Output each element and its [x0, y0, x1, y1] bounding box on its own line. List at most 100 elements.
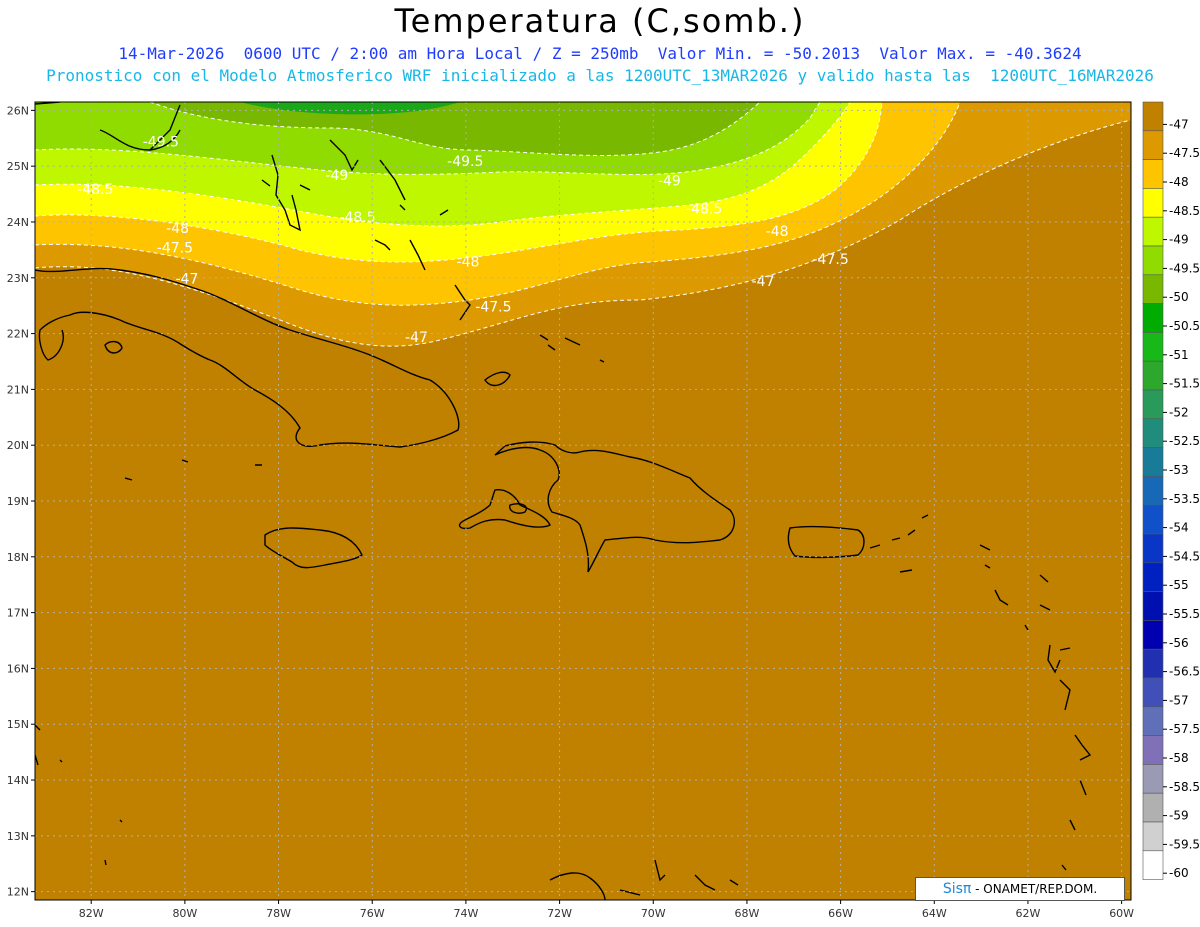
- lat-tick-label: 18N: [7, 551, 29, 564]
- contour-label: -49: [658, 174, 681, 190]
- colorbar-cell: [1142, 504, 1164, 535]
- colorbar-label: -53.5: [1169, 492, 1200, 506]
- lat-tick-label: 17N: [7, 607, 29, 620]
- colorbar-cell: [1142, 792, 1164, 823]
- colorbar-cell: [1142, 533, 1164, 564]
- lon-tick-label: 78W: [266, 907, 291, 920]
- lat-tick-label: 22N: [7, 328, 29, 341]
- lon-tick-label: 70W: [641, 907, 666, 920]
- lat-tick-label: 15N: [7, 718, 29, 731]
- colorbar-label: -57.5: [1169, 722, 1200, 736]
- contour-label: -47: [752, 274, 775, 290]
- contour-labels: -49.5 -49 -49.5 -49 -48.5 -48.5 -48.5 -48 -48 -47…: [77, 135, 849, 346]
- contour-label: -47.5: [157, 241, 193, 257]
- colorbar-cell: [1142, 648, 1164, 679]
- colorbar-label: -58: [1169, 751, 1189, 765]
- lat-tick-label: 21N: [7, 383, 29, 396]
- coastlines: [35, 102, 1092, 900]
- colorbar-label: -58.5: [1169, 780, 1200, 794]
- lat-tick-label: 25N: [7, 160, 29, 173]
- colorbar: -47 -47.5 -48 -48.5 -49 -49.5 -50 -50.5 -51 -51.5…: [1142, 101, 1200, 880]
- band-47-5-spot: [872, 204, 882, 212]
- longitude-axis: 82W 80W 78W 76W 74W 72W 70W 68W 66W 64W 62W 60W: [79, 900, 1134, 920]
- credit-box: Sisπ - ONAMET/REP.DOM.: [915, 877, 1125, 901]
- contour-label: -48: [166, 221, 189, 237]
- colorbar-label: -59.5: [1169, 837, 1200, 851]
- colorbar-label: -51: [1169, 348, 1189, 362]
- colorbar-cell: [1142, 245, 1164, 276]
- lat-tick-label: 20N: [7, 439, 29, 452]
- sispi-logo: Sisπ: [942, 881, 972, 897]
- colorbar-label: -52: [1169, 405, 1189, 419]
- credit-text: - ONAMET/REP.DOM.: [971, 882, 1098, 896]
- colorbar-cell: [1142, 447, 1164, 477]
- lon-tick-label: 62W: [1016, 907, 1041, 920]
- contour-label: -49: [325, 168, 348, 184]
- contour-label: -47: [405, 330, 428, 346]
- colorbar-label: -47: [1169, 117, 1189, 131]
- colorbar-label: -59: [1169, 809, 1189, 823]
- contour-label: -47.5: [475, 299, 511, 315]
- lat-tick-label: 24N: [7, 216, 29, 229]
- grid: [35, 102, 1131, 900]
- colorbar-label: -48.5: [1169, 204, 1200, 218]
- colorbar-cell: [1142, 562, 1164, 592]
- contour-label: -48.5: [686, 202, 722, 218]
- lon-tick-label: 80W: [172, 907, 197, 920]
- lon-tick-label: 60W: [1109, 907, 1134, 920]
- contour-label: -48: [766, 224, 789, 240]
- band-50: [150, 102, 760, 156]
- contour-label: -48.5: [339, 210, 375, 226]
- lat-tick-label: 26N: [7, 104, 29, 117]
- colorbar-label: -55.5: [1169, 607, 1200, 621]
- colorbar-label: -54.5: [1169, 549, 1200, 563]
- lat-tick-label: 13N: [7, 830, 29, 843]
- contour-label: -49.5: [143, 135, 179, 151]
- lon-tick-label: 82W: [79, 907, 104, 920]
- band-50-5: [240, 102, 460, 115]
- contour-label: -47.5: [813, 252, 849, 268]
- lon-tick-label: 72W: [547, 907, 572, 920]
- contour-label: -49.5: [447, 154, 483, 170]
- colorbar-label: -54: [1169, 521, 1189, 535]
- colorbar-cell: [1142, 101, 1164, 132]
- lon-tick-label: 64W: [922, 907, 947, 920]
- colorbar-cell: [1142, 735, 1164, 765]
- colorbar-cell: [1142, 620, 1164, 650]
- lat-tick-label: 12N: [7, 886, 29, 899]
- colorbar-label: -53: [1169, 463, 1189, 477]
- colorbar-label: -50: [1169, 290, 1189, 304]
- colorbar-cell: [1142, 332, 1164, 362]
- colorbar-cell: [1142, 476, 1164, 506]
- colorbar-cell: [1142, 303, 1164, 333]
- map-title: Temperatura (C,somb.): [394, 2, 806, 40]
- colorbar-cell: [1142, 418, 1164, 448]
- colorbar-label: -60: [1169, 866, 1189, 880]
- colorbar-cell: [1142, 677, 1164, 708]
- colorbar-cell: [1142, 216, 1164, 247]
- colorbar-cell: [1142, 159, 1164, 189]
- lat-tick-label: 14N: [7, 774, 29, 787]
- colorbar-label: -49: [1169, 233, 1189, 247]
- lat-tick-label: 16N: [7, 662, 29, 675]
- contour-label: -48.5: [77, 182, 113, 198]
- colorbar-cell: [1142, 389, 1164, 420]
- contour-label: -48: [457, 255, 480, 271]
- contour-lines: [35, 102, 1131, 347]
- colorbar-label: -57: [1169, 693, 1189, 707]
- colorbar-cell: [1142, 274, 1164, 304]
- latitude-axis: 26N 25N 24N 23N 22N 21N 20N 19N 18N 17N 16N 15N 14N 1…: [7, 104, 35, 899]
- colorbar-label: -47.5: [1169, 146, 1200, 160]
- colorbar-cell: [1142, 850, 1164, 880]
- colorbar-label: -55: [1169, 578, 1189, 592]
- colorbar-label: -52.5: [1169, 434, 1200, 448]
- colorbar-cell: [1142, 188, 1164, 218]
- lat-tick-label: 23N: [7, 272, 29, 285]
- valid-time-line: 14-Mar-2026 0600 UTC / 2:00 am Hora Loca…: [118, 44, 1082, 63]
- colorbar-label: -56.5: [1169, 665, 1200, 679]
- lon-tick-label: 76W: [360, 907, 385, 920]
- lat-tick-label: 19N: [7, 495, 29, 508]
- colorbar-cell: [1142, 591, 1164, 621]
- colorbar-cell: [1142, 360, 1164, 391]
